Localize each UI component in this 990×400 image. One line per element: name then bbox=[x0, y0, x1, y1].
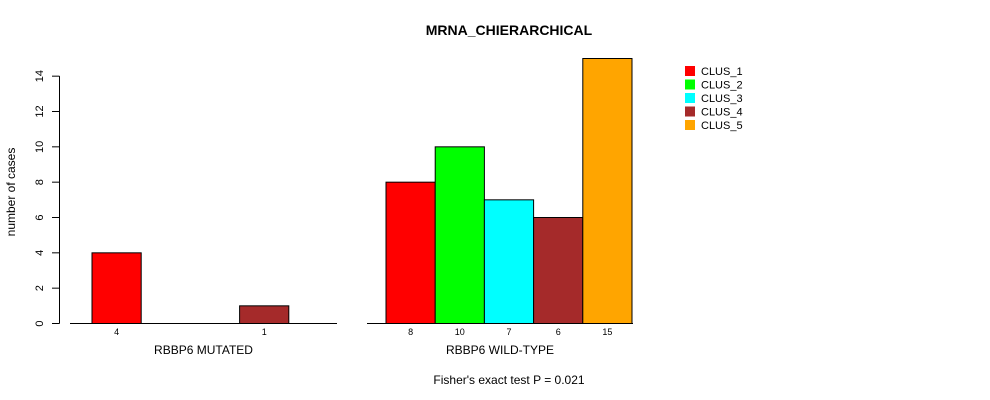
bar-group: 8 10 7 6 15 RBBP6 WILD-TYPE bbox=[367, 58, 633, 357]
legend-label: CLUS_2 bbox=[701, 80, 743, 92]
y-tick-label: 4 bbox=[34, 250, 46, 256]
legend-label: CLUS_3 bbox=[701, 93, 743, 105]
legend-swatch bbox=[685, 106, 695, 117]
bar-count-label: 1 bbox=[262, 327, 267, 337]
legend-label: CLUS_5 bbox=[701, 120, 743, 132]
bar-count-label: 6 bbox=[556, 327, 561, 337]
bar-count-label: 8 bbox=[408, 327, 413, 337]
chart-title: MRNA_CHIERARCHICAL bbox=[426, 22, 593, 38]
y-tick-label: 12 bbox=[34, 105, 46, 117]
bar-count-label: 4 bbox=[114, 327, 119, 337]
y-tick-label: 14 bbox=[34, 70, 46, 82]
bar-clus-5 bbox=[582, 58, 633, 324]
legend-item: CLUS_2 bbox=[685, 79, 743, 92]
y-tick-label: 6 bbox=[34, 214, 46, 220]
legend-item: CLUS_3 bbox=[685, 93, 743, 105]
legend-item: CLUS_5 bbox=[685, 120, 743, 132]
y-axis-label: number of cases bbox=[4, 148, 18, 237]
y-tick-label: 0 bbox=[34, 320, 46, 326]
bar-clus-1 bbox=[91, 252, 142, 324]
legend-item: CLUS_1 bbox=[685, 66, 743, 78]
legend-swatch bbox=[685, 79, 695, 90]
y-axis: 0 2 4 6 8 10 12 14 bbox=[34, 70, 60, 327]
legend-item: CLUS_4 bbox=[685, 106, 743, 119]
bar-groups: 4 1 RBBP6 MUTATED 8 10 7 6 15 RBBP6 WILD-TYPE bbox=[70, 58, 633, 357]
bar-count-label: 15 bbox=[602, 327, 612, 337]
legend-swatch bbox=[685, 93, 695, 103]
y-tick-label: 8 bbox=[34, 179, 46, 185]
bar-clus-4 bbox=[533, 217, 584, 324]
legend-swatch bbox=[685, 120, 695, 130]
legend-swatch bbox=[685, 66, 695, 76]
bar-clus-2 bbox=[434, 146, 485, 324]
y-tick-label: 2 bbox=[34, 285, 46, 291]
group-label: RBBP6 MUTATED bbox=[154, 343, 253, 357]
y-tick-label: 10 bbox=[34, 141, 46, 153]
bar-clus-1 bbox=[385, 181, 436, 324]
bar-clus-4 bbox=[239, 305, 290, 325]
legend-label: CLUS_1 bbox=[701, 66, 743, 78]
bar-group: 4 1 RBBP6 MUTATED bbox=[70, 252, 337, 357]
bar-clus-3 bbox=[483, 199, 535, 324]
legend-label: CLUS_4 bbox=[701, 107, 743, 119]
bar-count-label: 10 bbox=[455, 327, 465, 337]
fisher-test-note: Fisher's exact test P = 0.021 bbox=[433, 373, 584, 387]
bar-count-label: 7 bbox=[506, 327, 511, 337]
group-label: RBBP6 WILD-TYPE bbox=[446, 343, 554, 357]
